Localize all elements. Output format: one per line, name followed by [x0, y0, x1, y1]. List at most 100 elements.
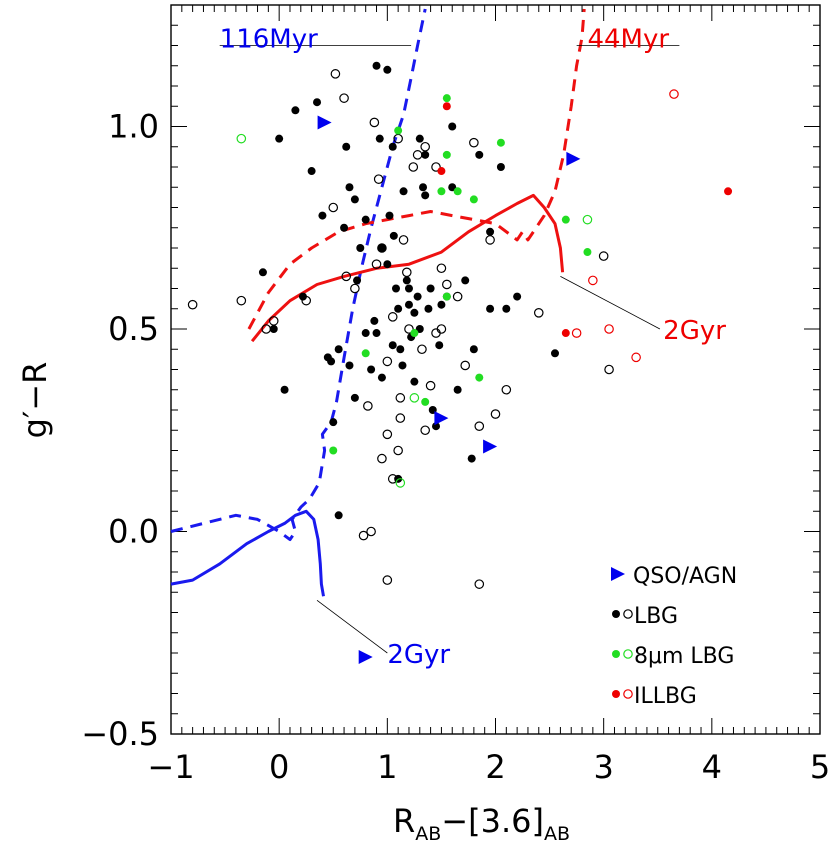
- data-point: [356, 244, 365, 252]
- data-point: [604, 364, 614, 375]
- data-point: [486, 227, 495, 236]
- data-point: [436, 263, 447, 274]
- data-point: [490, 409, 501, 419]
- x-axis-label-main: R: [393, 802, 415, 840]
- annotation-label: 2Gyr: [387, 640, 450, 670]
- data-point: [388, 142, 397, 151]
- data-point: [460, 360, 471, 371]
- data-point: [371, 259, 382, 269]
- data-point: [431, 328, 441, 338]
- x-axis: −1 0 1 2 3 4 5: [147, 5, 830, 786]
- data-point: [442, 94, 451, 103]
- data-point: [340, 223, 349, 232]
- data-point: [280, 385, 289, 394]
- data-point: [442, 102, 451, 111]
- data-point: [421, 191, 430, 200]
- legend-label: LBG: [634, 604, 678, 629]
- data-points: [187, 61, 733, 665]
- qso-agn-point: [434, 411, 449, 426]
- data-point: [372, 61, 381, 70]
- data-point: [395, 478, 406, 488]
- data-point: [258, 268, 267, 277]
- legend-label: 8μm LBG: [634, 644, 734, 669]
- data-point: [394, 304, 403, 313]
- data-point: [396, 345, 405, 354]
- legend-label: QSO/AGN: [633, 564, 737, 589]
- data-point: [391, 284, 400, 293]
- legend: QSO/AGN LBG 8μm LBG ILLBG: [611, 564, 737, 709]
- data-point: [388, 341, 397, 350]
- data-point: [469, 137, 479, 148]
- blue-solid-track: [170, 509, 325, 597]
- data-point: [395, 393, 406, 403]
- data-point: [410, 377, 419, 386]
- data-point: [631, 352, 641, 363]
- data-point: [382, 429, 393, 440]
- data-point: [313, 98, 322, 107]
- data-point: [363, 401, 373, 411]
- data-point: [724, 187, 733, 196]
- y-tick-label: 0.0: [108, 513, 159, 551]
- annotation-label: 2Gyr: [663, 316, 726, 346]
- data-point: [420, 425, 430, 436]
- data-point: [475, 373, 484, 382]
- red-solid-track: [250, 193, 565, 343]
- data-point: [341, 271, 352, 282]
- data-point: [604, 324, 614, 334]
- data-point: [370, 316, 379, 325]
- data-point: [426, 284, 435, 293]
- data-point: [377, 244, 386, 252]
- data-point: [474, 421, 485, 431]
- data-point: [268, 316, 279, 326]
- y-tick-label: 1.0: [108, 108, 159, 146]
- data-point: [415, 134, 424, 143]
- data-point: [291, 106, 300, 115]
- legend-symbol: [611, 567, 625, 581]
- data-point: [387, 312, 398, 322]
- legend-symbol: [623, 649, 633, 659]
- x-tick-label: 1: [377, 748, 397, 786]
- data-point: [598, 251, 609, 261]
- red-dashed-track: [247, 8, 586, 330]
- data-point: [369, 117, 380, 128]
- data-point: [345, 183, 354, 192]
- data-point: [387, 474, 398, 484]
- data-point: [298, 292, 307, 301]
- data-point: [421, 150, 430, 159]
- x-axis-label-mid: −[3.6]: [441, 802, 544, 840]
- annotation-leader: [316, 600, 388, 654]
- data-point: [486, 304, 495, 313]
- data-point: [669, 89, 679, 99]
- data-point: [408, 162, 419, 172]
- data-point: [393, 445, 403, 456]
- data-point: [383, 260, 392, 269]
- data-point: [382, 575, 393, 585]
- data-point: [367, 365, 376, 374]
- data-point: [588, 275, 598, 286]
- data-point: [361, 215, 370, 224]
- data-point: [398, 235, 409, 245]
- data-point: [402, 276, 411, 285]
- qso-agn-point: [358, 650, 373, 665]
- data-point: [448, 122, 457, 131]
- data-point: [394, 126, 403, 135]
- data-point: [502, 304, 511, 313]
- data-point: [432, 422, 441, 431]
- data-point: [327, 357, 336, 366]
- data-point: [404, 324, 414, 334]
- data-point: [328, 202, 339, 213]
- qso-agn-point: [483, 439, 498, 454]
- data-point: [410, 308, 419, 317]
- data-point: [404, 300, 413, 309]
- data-point: [550, 349, 559, 358]
- data-point: [377, 453, 387, 464]
- data-point: [375, 134, 384, 143]
- evolution-tracks: [170, 8, 586, 597]
- data-point: [496, 138, 505, 147]
- legend-symbol: [612, 610, 620, 618]
- data-point: [350, 283, 360, 294]
- y-tick-label: 0.5: [108, 310, 159, 348]
- data-point: [402, 267, 412, 278]
- data-point: [583, 248, 592, 257]
